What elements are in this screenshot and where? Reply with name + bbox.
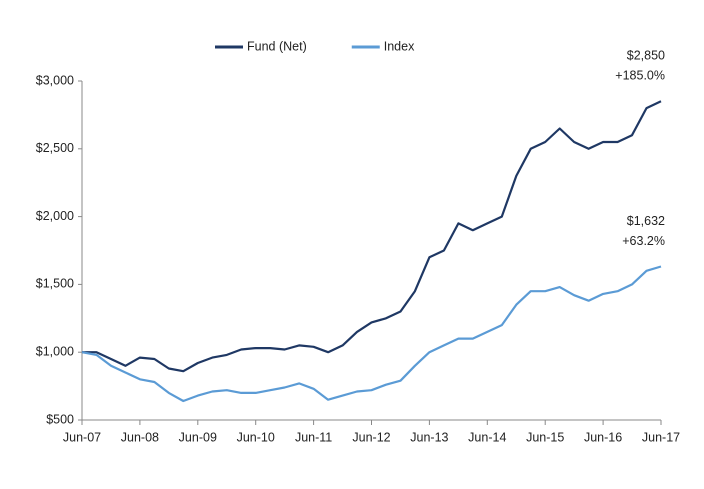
- series-line: [82, 100, 662, 373]
- x-tick-label: Jun-11: [295, 430, 332, 444]
- x-tick-label: Jun-08: [121, 430, 159, 444]
- x-tick-label: Jun-13: [410, 430, 448, 444]
- x-tick-label: Jun-14: [468, 430, 506, 444]
- x-tick-label: Jun-16: [584, 430, 622, 444]
- legend-label: Index: [384, 39, 415, 53]
- y-tick-label: $2,000: [36, 209, 74, 223]
- y-tick-label: $3,000: [36, 73, 74, 87]
- x-tick-label: Jun-15: [526, 430, 564, 444]
- x-tick-label: Jun-09: [179, 430, 217, 444]
- annotation: $2,850: [627, 49, 665, 63]
- x-tick-label: Jun-07: [63, 430, 101, 444]
- legend-label: Fund (Net): [247, 39, 307, 53]
- series-line: [81, 265, 662, 403]
- y-tick-label: $1,500: [36, 277, 74, 291]
- y-tick-label: $500: [46, 412, 74, 426]
- annotation: +185.0%: [615, 69, 665, 83]
- x-tick-label: Jun-17: [642, 430, 680, 444]
- x-tick-label: Jun-10: [237, 430, 275, 444]
- annotation: +63.2%: [622, 234, 665, 248]
- y-tick-label: $2,500: [36, 141, 74, 155]
- y-tick-label: $1,000: [36, 344, 74, 358]
- annotation: $1,632: [627, 214, 665, 228]
- x-tick-label: Jun-12: [352, 430, 390, 444]
